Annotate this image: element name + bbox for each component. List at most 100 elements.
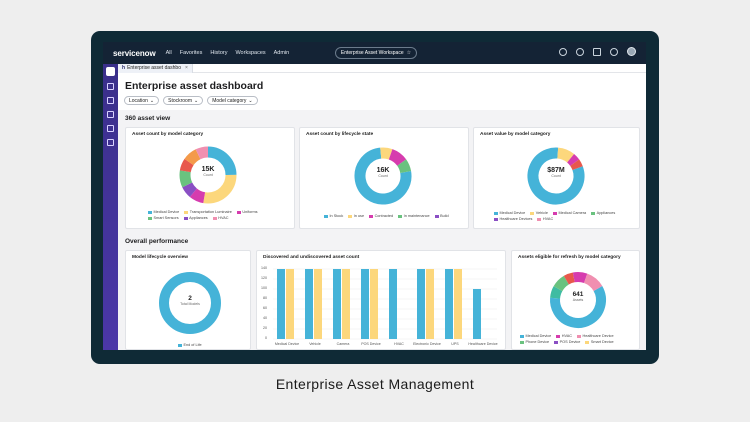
main-nav: All Favorites History Workspaces Admin: [166, 50, 290, 56]
report-icon[interactable]: [107, 125, 114, 132]
y-tick: 140: [261, 266, 267, 270]
legend-item[interactable]: Medical Camera: [553, 211, 586, 215]
legend-item[interactable]: Transportation Luminaire: [184, 210, 232, 214]
donut-segment: [527, 147, 585, 205]
bar[interactable]: [333, 269, 341, 339]
search-icon[interactable]: [559, 47, 567, 56]
bar[interactable]: [426, 269, 434, 339]
legend-item[interactable]: HVAC: [556, 334, 572, 338]
workspace-label: Enterprise Asset Workspace: [340, 50, 404, 56]
legend-item[interactable]: Appliances: [591, 211, 615, 215]
card-asset-count-by-model-category[interactable]: Asset count by model category 15K Count …: [125, 127, 295, 229]
top-utility-icons: [559, 47, 636, 56]
legend-item[interactable]: Contracted: [369, 214, 393, 218]
nav-workspaces[interactable]: Workspaces: [235, 50, 266, 56]
bar[interactable]: [417, 269, 425, 339]
donut-segment: [550, 272, 606, 328]
legend-item[interactable]: POS Device: [554, 340, 580, 344]
sort-icon[interactable]: [107, 139, 114, 146]
nav-history[interactable]: History: [210, 50, 228, 56]
y-tick: 60: [263, 306, 267, 310]
legend-item[interactable]: Medical Device: [148, 210, 179, 214]
legend-item[interactable]: Smart Sensors: [148, 216, 179, 220]
servicenow-logo[interactable]: servicenow: [113, 48, 156, 58]
stockroom-filter-label: Stockroom: [168, 97, 193, 104]
bar[interactable]: [277, 269, 285, 339]
legend-item[interactable]: Phone Device: [520, 340, 549, 344]
bar[interactable]: [286, 269, 294, 339]
center-value: 15K: [201, 166, 215, 173]
legend-item[interactable]: HVAC: [537, 217, 553, 221]
workspace-switcher[interactable]: Enterprise Asset Workspace ☆: [335, 47, 417, 59]
tab-label: Enterprise asset dashbo: [127, 65, 181, 71]
nav-favorites[interactable]: Favorites: [179, 50, 203, 56]
card-assets-eligible-for-refresh[interactable]: Assets eligible for refresh by model cat…: [511, 250, 640, 350]
legend-item[interactable]: Medical Device: [494, 211, 525, 215]
nav-admin[interactable]: Admin: [273, 50, 290, 56]
model-category-filter[interactable]: Model category ⌄: [207, 96, 258, 105]
card-asset-value-by-model-category[interactable]: Asset value by model category $87M Count…: [473, 127, 640, 229]
legend-item[interactable]: End of Life: [178, 343, 202, 347]
close-icon[interactable]: ×: [184, 65, 188, 71]
x-tick-label: Electronic Device: [413, 342, 441, 346]
bar[interactable]: [314, 269, 322, 339]
inventory-icon[interactable]: [107, 97, 114, 104]
center-caption: Total Models: [180, 302, 200, 306]
nav-all[interactable]: All: [165, 50, 172, 56]
chevron-down-icon: ⌄: [248, 97, 253, 104]
legend-item[interactable]: In maintenance: [398, 214, 430, 218]
bell-icon[interactable]: [610, 47, 618, 56]
legend: Medical Device Transportation Luminaire …: [148, 210, 288, 220]
legend-item[interactable]: Appliances: [183, 216, 208, 220]
card-discovered-undiscovered-asset-count[interactable]: Discovered and undiscovered asset count …: [256, 250, 506, 350]
chevron-down-icon: ⌄: [149, 97, 155, 104]
bar[interactable]: [445, 269, 453, 339]
bar[interactable]: [342, 269, 350, 339]
caption: Enterprise Asset Management: [275, 376, 475, 392]
bar[interactable]: [305, 269, 313, 339]
home-icon[interactable]: [106, 67, 115, 76]
chat-icon[interactable]: [593, 47, 601, 56]
stockroom-filter[interactable]: Stockroom ⌄: [163, 96, 204, 105]
card-asset-count-by-lifecycle-state[interactable]: Asset count by lifecycle state 16K Count…: [299, 127, 469, 229]
legend-item[interactable]: Smart Device: [585, 340, 614, 344]
legend: Medical Device HVAC Healthcare Device Ph…: [520, 334, 638, 344]
legend-item[interactable]: Healthcare Device: [577, 334, 614, 338]
donut-center-label: 15K Count: [192, 166, 224, 177]
user-avatar[interactable]: [627, 47, 636, 56]
tab-enterprise-asset-dashboard[interactable]: h Enterprise asset dashbo ×: [118, 63, 193, 73]
legend-item[interactable]: Build: [434, 214, 449, 218]
legend-item[interactable]: In Stock: [324, 214, 343, 218]
page-header: Enterprise asset dashboard Location ⌄ Sto…: [118, 73, 646, 110]
value-donut: [527, 147, 585, 205]
legend-item[interactable]: HVAC: [212, 216, 228, 220]
card-title: Assets eligible for refresh by model cat…: [518, 255, 621, 260]
center-value: $87M: [547, 167, 565, 174]
legend-item[interactable]: Uniforms: [236, 210, 258, 214]
card-model-lifecycle-overview[interactable]: Model lifecycle overview 2 Total Models …: [125, 250, 251, 350]
center-caption: Count: [203, 173, 213, 177]
legend-item[interactable]: Vehicle: [530, 211, 548, 215]
legend: In Stock In use Contracted In maintenanc…: [324, 214, 464, 218]
legend: End of Life: [178, 343, 202, 347]
bar[interactable]: [389, 269, 397, 339]
legend-item[interactable]: Healthcare Devices: [494, 217, 532, 221]
y-tick: 40: [263, 316, 267, 320]
donut-segment: [550, 272, 606, 328]
donut-segment: [179, 146, 237, 204]
donut-segment: [159, 272, 221, 334]
legend-item[interactable]: Medical Device: [520, 334, 551, 338]
globe-icon[interactable]: [576, 47, 584, 56]
legend-item[interactable]: In use: [348, 214, 364, 218]
bar[interactable]: [361, 269, 369, 339]
bar[interactable]: [370, 269, 378, 339]
y-tick: 120: [261, 276, 267, 280]
list-icon[interactable]: [107, 83, 114, 90]
bar[interactable]: [454, 269, 462, 339]
chevron-down-icon: ⌄: [194, 97, 199, 104]
location-filter-label: Location: [129, 97, 148, 104]
location-filter[interactable]: Location ⌄: [124, 96, 160, 105]
bar[interactable]: [473, 289, 481, 339]
asset-icon[interactable]: [107, 111, 114, 118]
card-title: Asset count by model category: [132, 132, 204, 137]
